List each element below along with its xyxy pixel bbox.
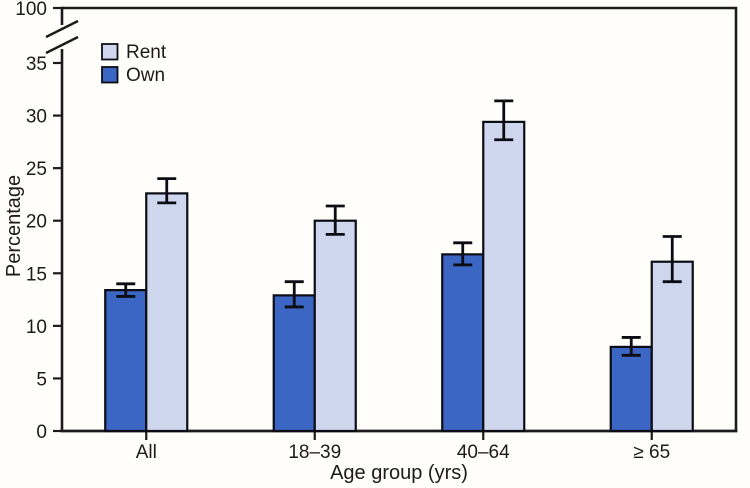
bar-own xyxy=(609,345,653,433)
bar-own xyxy=(272,294,316,433)
y-tick-label: 25 xyxy=(26,159,47,180)
y-tick-label: 10 xyxy=(26,317,47,338)
bar-own xyxy=(104,289,148,433)
bar-rent xyxy=(313,219,357,433)
y-tick-label: 15 xyxy=(26,264,47,285)
legend-swatch-own xyxy=(101,66,119,84)
y-tick-label: 100 xyxy=(15,0,47,20)
x-tick-label: 40–64 xyxy=(457,442,510,463)
y-tick-label: 30 xyxy=(26,107,47,128)
y-tick-label: 20 xyxy=(26,212,47,233)
x-tick-label: All xyxy=(136,442,157,463)
y-tick-label: 35 xyxy=(26,54,47,75)
x-axis-title: Age group (yrs) xyxy=(330,462,468,484)
y-ticks-layer: 0 5 10 15 20 25 30 35 100 xyxy=(15,0,62,443)
axis-break-mark xyxy=(45,35,79,55)
legend-label: Own xyxy=(126,65,165,86)
y-axis-title: Percentage xyxy=(3,175,25,277)
bar-rent xyxy=(145,192,189,433)
x-tick-label: 18–39 xyxy=(288,442,341,463)
legend-label: Rent xyxy=(126,42,167,63)
y-tick-label: 5 xyxy=(36,369,47,390)
y-tick-label: 0 xyxy=(36,422,47,443)
bars-layer xyxy=(104,120,694,433)
error-bars-layer xyxy=(116,99,682,357)
axis-break-mark xyxy=(45,19,79,39)
bar-rent xyxy=(650,260,694,433)
bar-own xyxy=(441,253,485,433)
bar-rent xyxy=(482,120,526,433)
x-ticks-layer: All 18–39 40–64 ≥ 65 xyxy=(136,432,670,463)
legend-swatch-rent xyxy=(101,43,119,61)
x-tick-label: ≥ 65 xyxy=(633,442,670,463)
